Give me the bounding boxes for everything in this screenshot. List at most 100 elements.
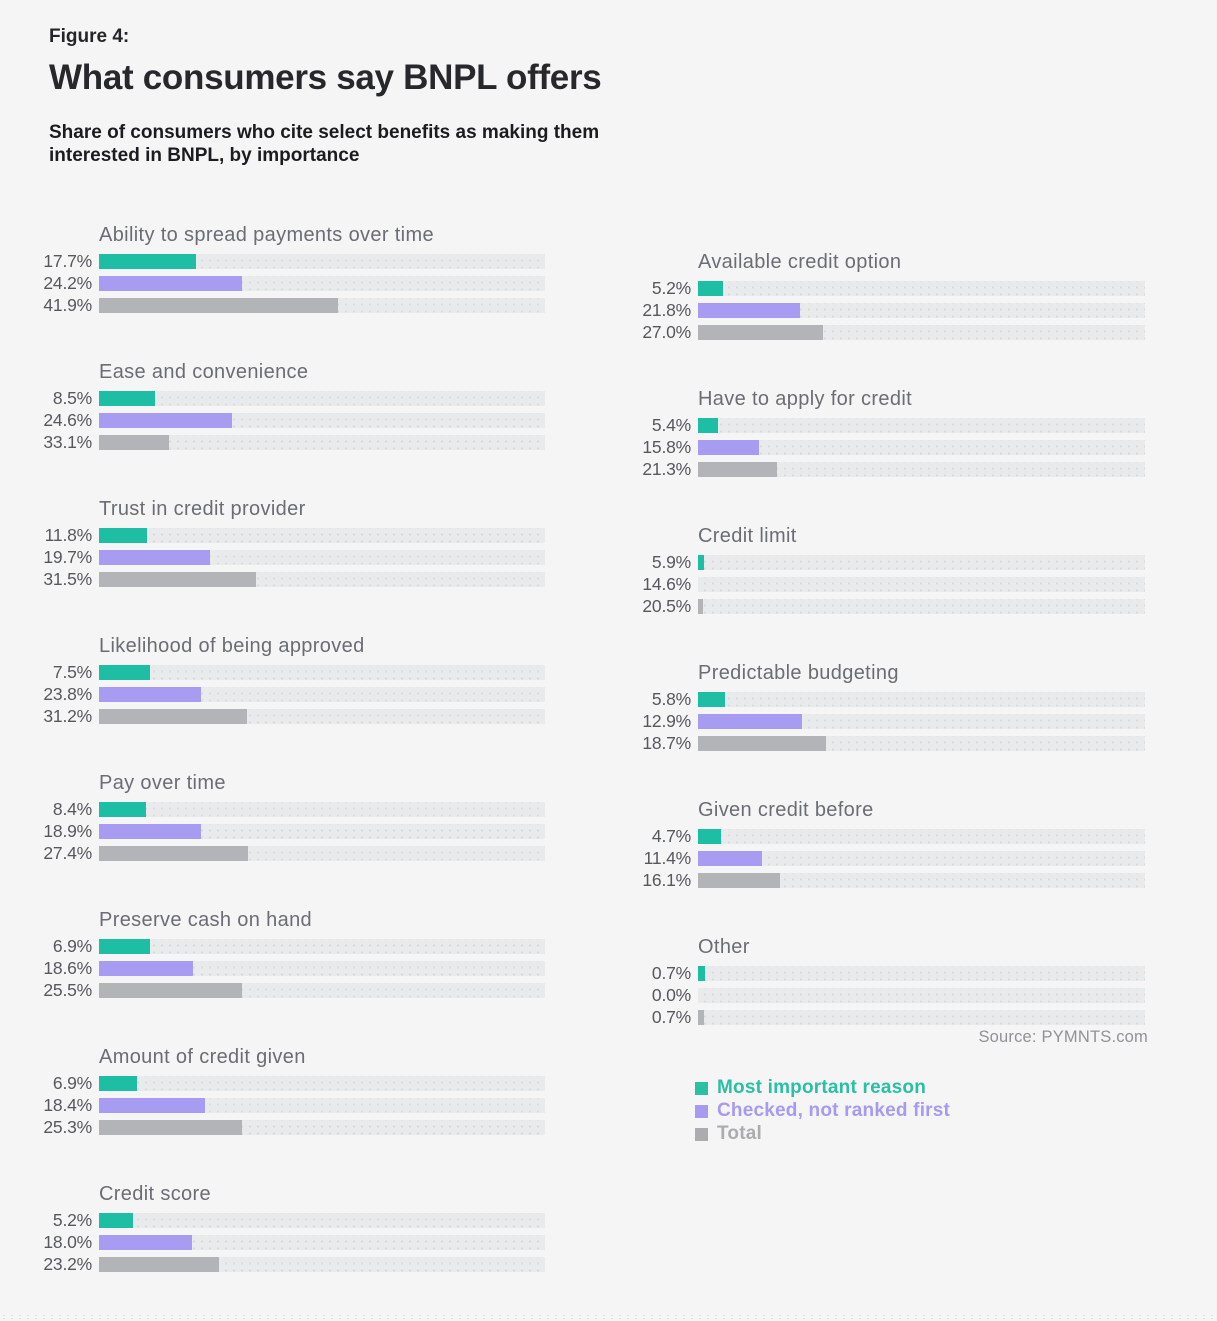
bar-row: 0.7% [599,1007,1145,1027]
bar-rows: 8.4% 18.9% 27.4% [0,799,545,863]
bar-fill-checked-not-ranked-first [698,851,762,866]
bar-row: 17.7% [0,251,545,271]
bar-track [698,303,1145,318]
bar-value-label: 16.1% [642,870,691,890]
bar-rows: 6.9% 18.6% 25.5% [0,936,545,1000]
source-credit: Source: PYMNTS.com [978,1028,1148,1046]
bar-track [698,873,1145,888]
bar-fill-most-important-reason [99,528,147,543]
bar-value-label: 23.2% [43,1254,92,1274]
bar-row: 7.5% [0,662,545,682]
bar-fill-most-important-reason [99,939,150,954]
bar-value-label: 18.0% [43,1232,92,1252]
bar-row: 5.8% [599,689,1145,709]
bar-rows: 11.8% 19.7% 31.5% [0,525,545,589]
bar-value-label: 21.8% [642,300,691,320]
benefit-group-title: Preserve cash on hand [99,909,313,931]
benefit-group-title: Ease and convenience [99,361,309,383]
bar-track [99,802,545,817]
bar-row: 5.4% [599,415,1145,435]
bar-fill-total [99,983,242,998]
bar-row: 0.0% [599,985,1145,1005]
bar-track [698,851,1145,866]
bar-row: 11.4% [599,848,1145,868]
bar-row: 33.1% [0,432,545,452]
figure-label: Figure 4: [49,26,130,47]
bar-track [698,577,1145,592]
bar-row: 5.9% [599,552,1145,572]
bar-value-label: 14.6% [642,574,691,594]
bar-value-label: 31.2% [43,706,92,726]
bar-track [698,325,1145,340]
benefit-group-predictable-budgeting: Predictable budgeting 5.8% 12.9% 18.7% [599,661,1145,753]
bar-rows: 7.5% 23.8% 31.2% [0,662,545,726]
bar-track [99,1213,545,1228]
bar-fill-most-important-reason [99,802,146,817]
figure-subtitle: Share of consumers who cite select benef… [49,122,601,167]
bar-rows: 5.8% 12.9% 18.7% [599,689,1145,753]
bar-value-label: 18.9% [43,821,92,841]
bar-value-label: 11.8% [44,525,93,545]
bar-rows: 17.7% 24.2% 41.9% [0,251,545,315]
legend-label: Checked, not ranked first [717,1100,951,1121]
bar-track [99,939,545,954]
bar-fill-total [99,846,248,861]
bar-fill-checked-not-ranked-first [698,714,802,729]
benefit-group-ability-to-spread-payments-over-time: Ability to spread payments over time 17.7… [0,223,545,315]
bar-row: 31.2% [0,706,545,726]
bottom-dotted-divider [0,1315,1217,1319]
bar-fill-most-important-reason [698,418,719,433]
bar-track [99,1098,545,1113]
bar-value-label: 5.2% [52,1210,92,1230]
bar-fill-most-important-reason [99,665,150,680]
bar-fill-checked-not-ranked-first [99,413,232,428]
bar-value-label: 5.9% [651,552,691,572]
bar-value-label: 0.0% [651,985,691,1005]
bar-track [698,599,1145,614]
bar-track [99,413,545,428]
bar-track [99,1257,545,1272]
benefit-group-pay-over-time: Pay over time 8.4% 18.9% 27.4% [0,771,545,863]
bar-row: 0.7% [599,963,1145,983]
bar-row: 27.4% [0,843,545,863]
benefit-group-likelihood-of-being-approved: Likelihood of being approved 7.5% 23.8% 31.… [0,634,545,726]
bar-value-label: 18.4% [43,1095,92,1115]
chart-column-left: Ability to spread payments over time 17.7… [0,223,545,1319]
benefit-group-available-credit-option: Available credit option 5.2% 21.8% 27.0% [599,250,1145,342]
bar-value-label: 6.9% [52,1073,92,1093]
bar-row: 6.9% [0,936,545,956]
bar-row: 21.3% [599,459,1145,479]
bar-track [99,687,545,702]
bar-row: 18.7% [599,733,1145,753]
bar-track [698,714,1145,729]
figure-subtitle-line-2: interested in BNPL, by importance [49,144,360,166]
bar-row: 4.7% [599,826,1145,846]
benefit-group-have-to-apply-for-credit: Have to apply for credit 5.4% 15.8% 21.3% [599,387,1145,479]
bar-value-label: 18.6% [43,958,92,978]
bar-track [99,254,545,269]
bar-rows: 6.9% 18.4% 25.3% [0,1073,545,1137]
bar-row: 18.6% [0,958,545,978]
bar-fill-total [99,435,170,450]
bar-value-label: 6.9% [52,936,92,956]
bar-value-label: 7.5% [52,662,92,682]
bar-track [698,418,1145,433]
bar-row: 41.9% [0,295,545,315]
bar-fill-total [698,1010,704,1025]
bar-track [99,298,545,313]
bar-fill-total [99,1257,219,1272]
bar-track [99,709,545,724]
bar-row: 23.2% [0,1254,545,1274]
bar-value-label: 31.5% [43,569,92,589]
legend-item-most-important-reason: Most important reason [695,1077,950,1098]
bar-row: 18.0% [0,1232,545,1252]
bar-track [698,692,1145,707]
bar-rows: 5.4% 15.8% 21.3% [599,415,1145,479]
bar-track [99,572,545,587]
legend-item-checked-not-ranked-first: Checked, not ranked first [695,1100,951,1121]
bar-row: 25.5% [0,980,545,1000]
chart-column-right: Available credit option 5.2% 21.8% 27.0% Hav… [599,250,1145,1072]
bar-rows: 0.7% 0.0% 0.7% [599,963,1145,1027]
bar-value-label: 0.7% [651,963,691,983]
bar-value-label: 8.5% [52,388,92,408]
